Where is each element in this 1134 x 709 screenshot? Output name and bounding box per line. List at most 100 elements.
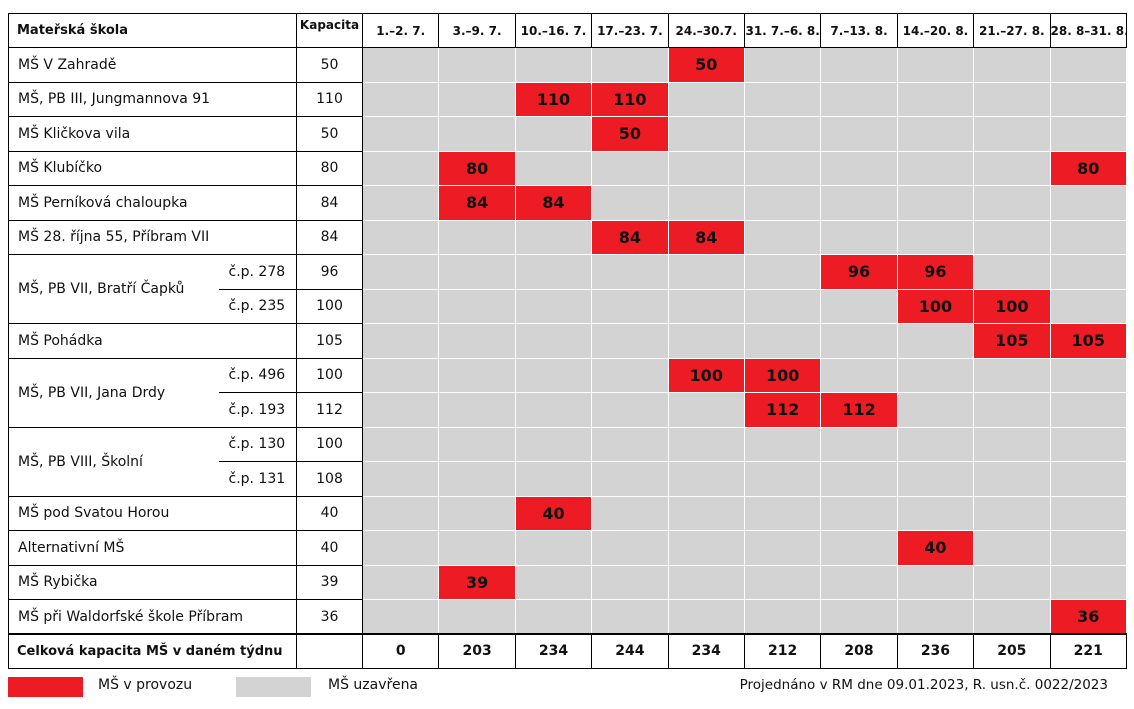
school-row: MŠ Perníková chaloupka 84 84 84 xyxy=(8,185,1128,221)
total-value: 212 xyxy=(743,633,822,669)
closed-cell xyxy=(667,150,745,186)
closed-cell xyxy=(973,81,1051,117)
total-value: 234 xyxy=(514,633,593,669)
table-wrap: Mateřská škola Kapacita 1.–2. 7. 3.–9. 7.… xyxy=(8,13,1128,669)
closed-cell xyxy=(667,564,745,600)
closed-cell xyxy=(361,323,440,359)
closed-cell xyxy=(361,495,440,531)
closed-cell xyxy=(743,81,822,117)
closed-cell xyxy=(514,357,593,393)
closed-cell xyxy=(973,219,1051,255)
closed-cell xyxy=(743,47,822,83)
closed-cell xyxy=(820,530,898,566)
closed-cell xyxy=(973,254,1051,290)
closed-cell xyxy=(743,116,822,152)
capacity: 84 xyxy=(296,219,363,255)
closed-cell xyxy=(896,47,975,83)
closed-cell xyxy=(591,150,669,186)
closed-cell xyxy=(438,254,516,290)
open-cell: 80 xyxy=(438,150,516,186)
closed-cell xyxy=(743,185,822,221)
closed-cell xyxy=(896,116,975,152)
open-cell: 36 xyxy=(1049,599,1128,635)
closed-cell xyxy=(896,564,975,600)
open-cell: 40 xyxy=(896,530,975,566)
total-value: 236 xyxy=(896,633,975,669)
capacity: 96 xyxy=(296,254,363,290)
closed-cell xyxy=(667,81,745,117)
header-name: Mateřská škola xyxy=(8,13,297,48)
closed-cell xyxy=(438,219,516,255)
closed-cell xyxy=(438,47,516,83)
legend-closed-swatch xyxy=(236,677,311,697)
closed-cell xyxy=(667,530,745,566)
header-week: 28. 8–31. 8. xyxy=(1049,13,1128,48)
open-cell: 100 xyxy=(896,288,975,324)
closed-cell xyxy=(820,495,898,531)
header-week: 31. 7.–6. 8. xyxy=(743,13,822,48)
closed-cell xyxy=(361,461,440,497)
school-row: MŠ Pohádka 105 105 105 xyxy=(8,323,1128,359)
unit-row: č.p. 131 108 xyxy=(9,461,1128,497)
open-cell: 39 xyxy=(438,564,516,600)
closed-cell xyxy=(1049,288,1128,324)
capacity: 40 xyxy=(296,530,363,566)
closed-cell xyxy=(438,495,516,531)
closed-cell xyxy=(667,116,745,152)
school-name: MŠ Klubíčko xyxy=(8,150,297,186)
closed-cell xyxy=(361,254,440,290)
closed-cell xyxy=(820,219,898,255)
header-week: 17.–23. 7. xyxy=(591,13,669,48)
closed-cell xyxy=(896,323,975,359)
closed-cell xyxy=(743,254,822,290)
school-name: MŠ Kličkova vila xyxy=(8,116,297,152)
closed-cell xyxy=(438,288,516,324)
closed-cell xyxy=(438,392,516,428)
closed-cell xyxy=(1049,392,1128,428)
school-name: MŠ, PB III, Jungmannova 91 xyxy=(8,81,297,117)
school-name: MŠ Pohádka xyxy=(8,323,297,359)
unit-label: č.p. 131 xyxy=(218,461,297,497)
closed-cell xyxy=(514,116,593,152)
unit-label: č.p. 193 xyxy=(218,392,297,428)
closed-cell xyxy=(743,495,822,531)
header-week: 21.–27. 8. xyxy=(973,13,1051,48)
closed-cell xyxy=(514,564,593,600)
closed-cell xyxy=(973,495,1051,531)
open-cell: 110 xyxy=(591,81,669,117)
capacity-table: Mateřská škola Kapacita 1.–2. 7. 3.–9. 7.… xyxy=(8,13,1128,669)
closed-cell xyxy=(896,357,975,393)
closed-cell xyxy=(361,599,440,635)
open-cell: 96 xyxy=(896,254,975,290)
closed-cell xyxy=(896,219,975,255)
closed-cell xyxy=(591,254,669,290)
closed-cell xyxy=(514,426,593,462)
closed-cell xyxy=(743,426,822,462)
capacity: 112 xyxy=(296,392,363,428)
school-name: MŠ, PB VII, Jana Drdy xyxy=(8,357,219,428)
capacity: 50 xyxy=(296,47,363,83)
closed-cell xyxy=(361,392,440,428)
header-week: 3.–9. 7. xyxy=(438,13,516,48)
open-cell: 80 xyxy=(1049,150,1128,186)
closed-cell xyxy=(438,426,516,462)
header-week: 7.–13. 8. xyxy=(820,13,898,48)
closed-cell xyxy=(591,495,669,531)
capacity: 50 xyxy=(296,116,363,152)
header-week: 14.–20. 8. xyxy=(896,13,975,48)
closed-cell xyxy=(361,357,440,393)
closed-cell xyxy=(743,323,822,359)
closed-cell xyxy=(591,47,669,83)
unit-row: MŠ, PB VII, Bratří Čapků č.p. 278 96 96 96 xyxy=(8,254,1128,324)
open-cell: 84 xyxy=(514,185,593,221)
closed-cell xyxy=(438,81,516,117)
closed-cell xyxy=(667,495,745,531)
closed-cell xyxy=(896,599,975,635)
table-header: Mateřská škola Kapacita 1.–2. 7. 3.–9. 7.… xyxy=(8,13,1128,48)
school-name: MŠ, PB VII, Bratří Čapků xyxy=(8,254,219,324)
closed-cell xyxy=(361,426,440,462)
total-value: 205 xyxy=(973,633,1051,669)
open-cell: 112 xyxy=(743,392,822,428)
school-row: MŠ V Zahradě 50 50 xyxy=(8,47,1128,83)
